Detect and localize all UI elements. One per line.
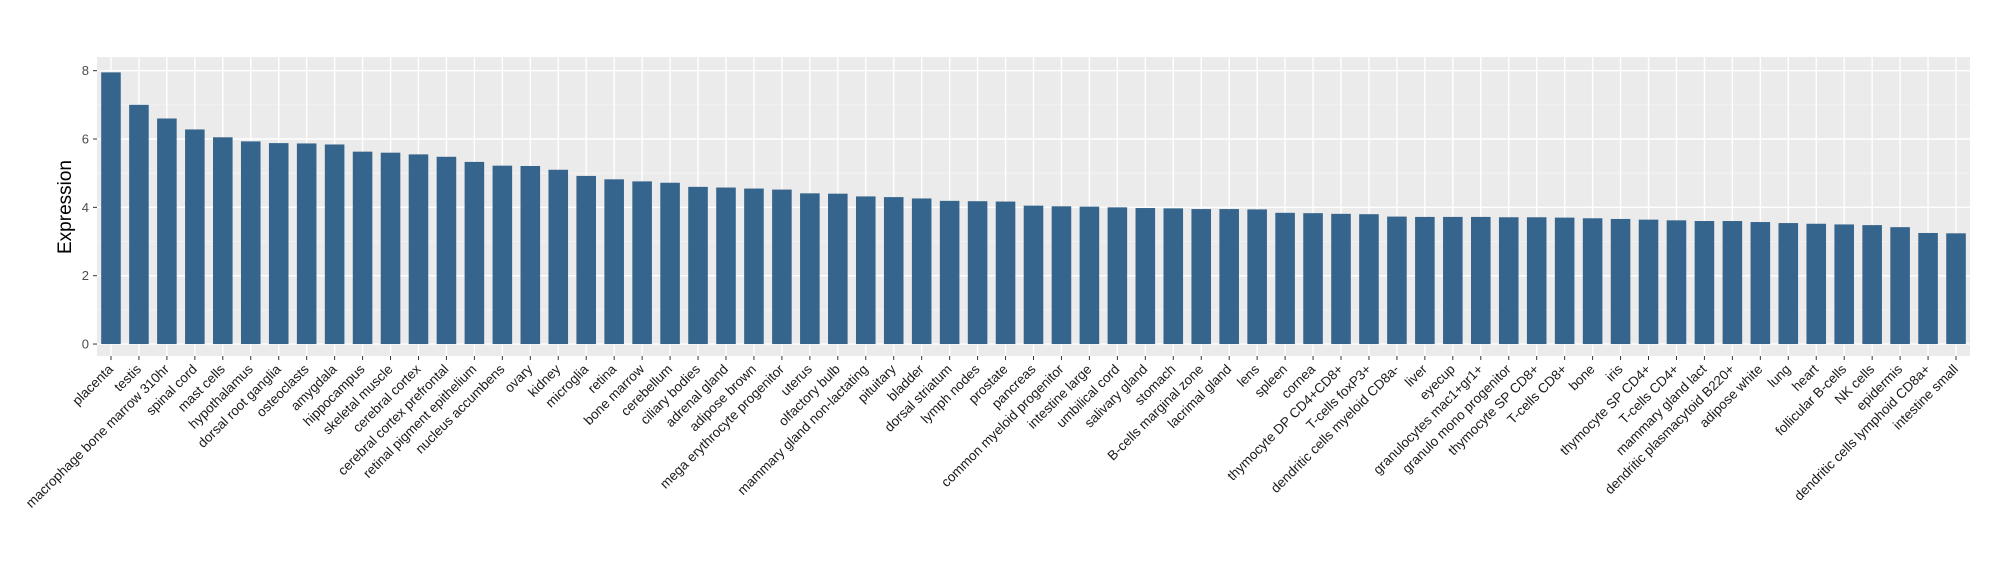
- bar: [1135, 208, 1156, 345]
- bar: [855, 196, 876, 345]
- bar: [1946, 233, 1966, 345]
- bar: [1526, 217, 1547, 345]
- bar: [1694, 221, 1715, 345]
- bar: [1778, 223, 1799, 345]
- bar: [1750, 222, 1771, 345]
- bar: [1079, 206, 1100, 345]
- bar: [1470, 216, 1491, 345]
- bar: [185, 129, 205, 345]
- y-tick-label: 8: [82, 63, 89, 78]
- bar: [240, 141, 261, 345]
- bar: [1722, 221, 1743, 345]
- bar: [296, 143, 317, 345]
- bar: [1610, 218, 1631, 345]
- x-tick-label: bone: [1566, 362, 1598, 394]
- bar: [352, 151, 373, 345]
- bar: [883, 197, 904, 345]
- bar: [1806, 223, 1827, 345]
- bar: [408, 154, 429, 345]
- bar: [1554, 217, 1575, 345]
- bar: [548, 169, 569, 345]
- bar: [380, 152, 401, 345]
- bar: [1666, 220, 1687, 345]
- bar: [576, 175, 597, 345]
- bar: [1415, 216, 1435, 345]
- bar: [436, 156, 457, 345]
- bar: [800, 193, 820, 345]
- bar: [1023, 205, 1044, 345]
- x-tick-label: placenta: [69, 361, 116, 408]
- bar: [1582, 218, 1603, 345]
- bar: [1107, 207, 1128, 345]
- bar: [1359, 214, 1379, 345]
- bar: [1247, 209, 1267, 345]
- bar: [213, 137, 233, 345]
- bar: [157, 118, 177, 345]
- bar: [129, 104, 149, 345]
- bar: [967, 201, 988, 345]
- bar: [1191, 209, 1212, 345]
- bar: [1303, 213, 1323, 345]
- bar: [1275, 212, 1295, 345]
- bar: [1387, 216, 1407, 345]
- y-tick-label: 6: [82, 132, 89, 147]
- bar: [1862, 225, 1882, 345]
- bar: [324, 144, 345, 345]
- bar: [520, 166, 541, 345]
- bar: [1918, 232, 1938, 345]
- bar: [1834, 224, 1854, 345]
- bar: [828, 193, 848, 345]
- bar: [939, 200, 960, 345]
- bar: [772, 189, 792, 345]
- bar: [744, 188, 764, 345]
- bar: [716, 187, 736, 345]
- bar: [995, 201, 1016, 345]
- bar: [1498, 217, 1519, 345]
- bar: [688, 186, 708, 345]
- bars: [101, 72, 1966, 345]
- y-axis: 0 2 4 6 8: [82, 63, 97, 352]
- bar: [268, 143, 289, 345]
- bar: [1051, 206, 1072, 345]
- y-tick-label: 2: [82, 268, 89, 283]
- bar: [911, 198, 932, 345]
- y-axis-title: Expression: [55, 160, 76, 254]
- bar: [604, 179, 624, 345]
- y-tick-label: 4: [82, 200, 89, 215]
- bar: [660, 182, 680, 345]
- bar: [1163, 208, 1184, 345]
- bar: [492, 165, 513, 345]
- bar: [1638, 219, 1659, 345]
- bar: [464, 161, 485, 345]
- bar: [1443, 216, 1463, 345]
- bar: [632, 181, 652, 345]
- bar: [1219, 209, 1239, 345]
- bar: [1890, 227, 1910, 345]
- x-tick-label: lung: [1765, 362, 1794, 391]
- y-tick-label: 0: [82, 337, 89, 352]
- bar: [101, 72, 121, 345]
- bar: [1331, 213, 1351, 345]
